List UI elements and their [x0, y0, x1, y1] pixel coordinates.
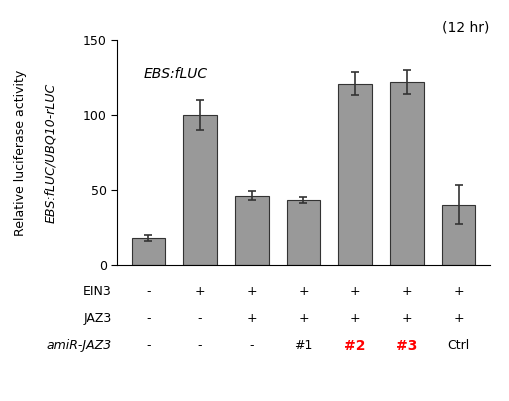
Text: +: +: [349, 285, 360, 298]
Text: +: +: [349, 312, 360, 325]
Text: #2: #2: [344, 338, 365, 352]
Text: EBS:fLUC/UBQ10-rLUC: EBS:fLUC/UBQ10-rLUC: [44, 82, 58, 223]
Text: -: -: [197, 312, 202, 325]
Bar: [183, 115, 216, 265]
Text: +: +: [246, 312, 257, 325]
Bar: [131, 238, 165, 265]
Text: amiR-JAZ3: amiR-JAZ3: [46, 339, 111, 352]
Text: +: +: [453, 285, 463, 298]
Text: +: +: [401, 312, 411, 325]
Text: +: +: [194, 285, 205, 298]
Text: -: -: [146, 312, 150, 325]
Text: JAZ3: JAZ3: [83, 312, 111, 325]
Text: +: +: [298, 312, 308, 325]
Bar: [286, 200, 320, 265]
Text: #3: #3: [395, 338, 417, 352]
Bar: [235, 196, 268, 265]
Text: -: -: [197, 339, 202, 352]
Text: -: -: [146, 339, 150, 352]
Bar: [337, 83, 371, 265]
Bar: [389, 82, 423, 265]
Text: EBS:fLUC: EBS:fLUC: [143, 67, 207, 81]
Text: +: +: [453, 312, 463, 325]
Text: #1: #1: [294, 339, 312, 352]
Text: Relative luciferase activity: Relative luciferase activity: [14, 69, 27, 235]
Text: +: +: [246, 285, 257, 298]
Text: Ctrl: Ctrl: [446, 339, 469, 352]
Text: -: -: [249, 339, 253, 352]
Text: -: -: [146, 285, 150, 298]
Text: +: +: [298, 285, 308, 298]
Text: +: +: [401, 285, 411, 298]
Text: EIN3: EIN3: [83, 285, 111, 298]
Text: (12 hr): (12 hr): [441, 21, 489, 35]
Bar: [441, 205, 474, 265]
